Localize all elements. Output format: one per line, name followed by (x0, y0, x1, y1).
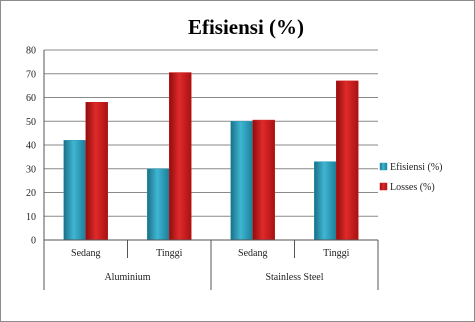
bar-efisiensi (63, 140, 86, 241)
bars (63, 72, 359, 241)
y-tick-label: 80 (26, 46, 36, 57)
legend-swatch-efisiensi (379, 162, 388, 171)
y-tick-label: 60 (26, 93, 36, 104)
y-tick-label: 40 (26, 141, 36, 152)
bar-losses (252, 119, 275, 241)
y-tick-label: 10 (26, 212, 36, 223)
y-tick-label: 70 (26, 69, 36, 80)
bar-losses (85, 102, 108, 241)
group-label: Stainless Steel (265, 272, 323, 283)
bar-efisiensi (230, 121, 253, 241)
legend-swatch-losses (379, 182, 388, 191)
y-tick-label: 30 (26, 164, 36, 175)
axes: 0 10 20 30 40 50 60 70 80 Sedang Tinggi Sedang Tingg… (26, 46, 379, 290)
chart-title: Efisiensi (%) (188, 15, 304, 39)
group-label: Aluminium (104, 272, 150, 283)
y-tick-label: 0 (31, 236, 36, 247)
legend-label: Efisiensi (%) (390, 162, 443, 173)
x-tick-label: Tinggi (323, 248, 350, 259)
bar-efisiensi (147, 168, 170, 241)
y-tick-label: 20 (26, 188, 36, 199)
y-tick-label: 50 (26, 117, 36, 128)
bar-losses (169, 72, 192, 241)
legend-label: Losses (%) (390, 182, 435, 193)
bar-losses (336, 80, 359, 241)
x-tick-label: Tinggi (156, 248, 183, 259)
bar-efisiensi (314, 161, 337, 241)
x-tick-label: Sedang (71, 248, 100, 259)
x-tick-label: Sedang (238, 248, 267, 259)
legend: Efisiensi (%) Losses (%) (379, 162, 443, 193)
